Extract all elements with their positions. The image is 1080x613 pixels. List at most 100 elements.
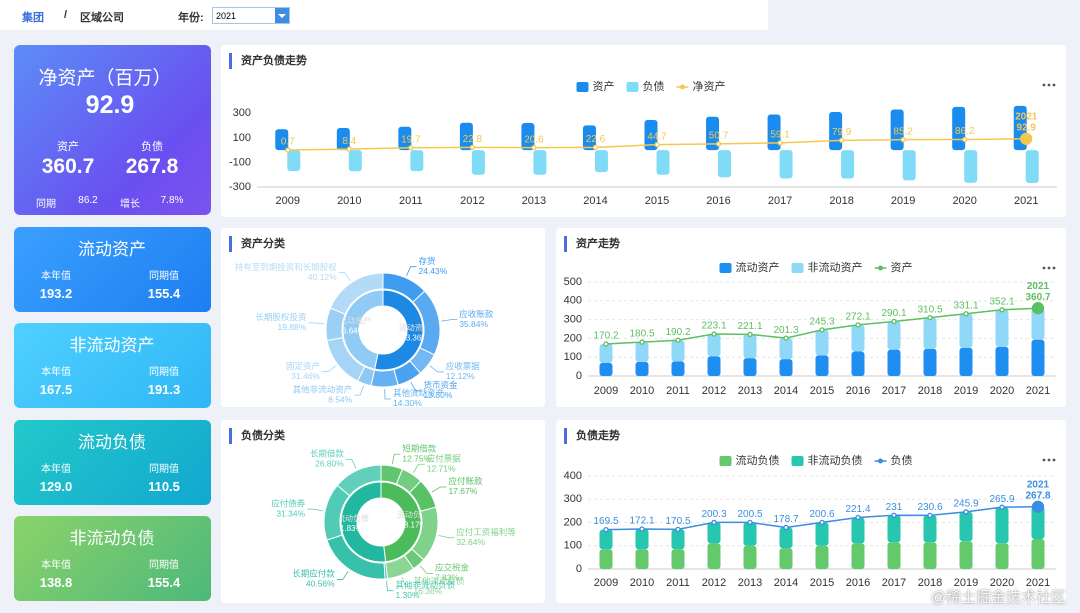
x-tick-label: 2013 (738, 385, 762, 397)
y-tick-label: 100 (564, 540, 582, 552)
legend-swatch (878, 458, 883, 464)
outer-value-label: 32.64% (456, 537, 485, 547)
summary-card: 净资产（百万） 92.9 资产 负债 360.7 267.8 同期 86.2 增… (14, 45, 211, 215)
x-tick-label: 2021 (1026, 577, 1050, 589)
inner-label: 流动负债 (397, 509, 429, 519)
data-label: 310.5 (917, 304, 942, 315)
x-tick-label: 2018 (918, 577, 942, 589)
bar (671, 529, 685, 550)
data-label: 221.4 (845, 504, 870, 515)
chart-title: 资产走势 (576, 236, 620, 250)
point (639, 339, 645, 345)
y-tick-label: 200 (564, 516, 582, 528)
menu-icon (1052, 266, 1056, 270)
bar (1031, 506, 1045, 540)
x-tick-label: 2017 (882, 385, 906, 397)
data-label: 265.9 (989, 494, 1014, 505)
bar (644, 120, 658, 151)
outer-label: 其他流动负债 (413, 576, 465, 586)
data-label: 0.7 (281, 137, 295, 148)
y-tick-label: 300 (233, 107, 251, 119)
x-tick-label: 2020 (990, 385, 1014, 397)
data-label: 44.7 (647, 131, 667, 142)
bar (743, 522, 757, 546)
x-tick-label: 2011 (666, 385, 690, 397)
bar (1031, 539, 1045, 569)
bar (779, 548, 793, 569)
y-tick-label: 0 (576, 370, 582, 382)
leader-line (338, 272, 351, 282)
panel: 资产负债走势 -300 -100 100 300 2009 2010 2011 2012 2013… (221, 45, 1066, 217)
outer-label: 短期借款 (402, 444, 437, 454)
bar (959, 541, 973, 569)
bar (887, 349, 901, 376)
card-prior: 110.5 (148, 479, 180, 494)
point (531, 144, 537, 151)
point (603, 526, 609, 533)
card-current: 193.2 (39, 286, 73, 301)
y-tick-label: 300 (564, 493, 582, 505)
y-tick-label: 200 (564, 332, 582, 344)
point (711, 519, 717, 526)
title-accent (229, 53, 232, 69)
bar (923, 348, 937, 376)
assets-value: 360.7 (41, 155, 95, 178)
point (639, 526, 645, 532)
panel: 资产走势 0 100 200 300 400 500 2009 2010 2011 2012 2013… (556, 228, 1066, 407)
x-tick-label: 2009 (276, 195, 300, 207)
point (855, 322, 861, 328)
data-label: 231 (886, 502, 903, 513)
point (675, 526, 681, 533)
bar (275, 129, 289, 151)
point (675, 337, 681, 343)
point (408, 145, 414, 151)
x-tick-label: 2009 (594, 577, 618, 589)
growth-label: 增长 (120, 199, 140, 210)
menu-icon (1047, 83, 1051, 87)
point (715, 141, 722, 147)
x-tick-label: 2018 (918, 385, 942, 397)
bar (599, 344, 613, 363)
year-select[interactable]: 2021 (212, 7, 290, 24)
y-tick-label: 100 (564, 351, 582, 363)
bar (707, 334, 721, 357)
x-tick-label: 2020 (990, 577, 1014, 589)
point (592, 144, 599, 151)
point (654, 142, 660, 148)
bar (671, 361, 685, 376)
inner-value-label: 51.83% (335, 524, 362, 533)
bar (815, 522, 829, 546)
legend-label: 净资产 (693, 79, 726, 93)
breadcrumb-group[interactable]: 集团 (22, 12, 44, 24)
inner-slice (380, 481, 422, 563)
point (469, 144, 476, 150)
bar (815, 329, 829, 356)
point (711, 331, 717, 337)
outer-value-label: 12.71% (427, 463, 456, 473)
bar (718, 150, 732, 178)
data-label: 200.3 (701, 509, 726, 520)
leader-line (406, 266, 417, 277)
x-tick-label: 2015 (810, 385, 834, 397)
x-tick-label: 2016 (846, 385, 870, 397)
outer-label: 长期借款 (310, 449, 345, 459)
bar (887, 515, 901, 543)
point (346, 146, 352, 152)
inner-slice (340, 481, 387, 563)
bar (851, 517, 865, 544)
point (747, 331, 753, 338)
data-label: 201.3 (773, 325, 798, 336)
inner-label: 流动资产 (399, 322, 431, 332)
outer-value-label: 31.34% (276, 508, 305, 518)
x-tick-label: 2014 (583, 195, 607, 207)
bar (923, 542, 937, 569)
leader-line (429, 365, 444, 373)
menu-icon (1042, 83, 1046, 87)
menu-icon (1047, 266, 1051, 270)
x-tick-label: 2019 (954, 577, 978, 589)
dropdown-arrow[interactable] (275, 8, 289, 23)
outer-label: 其他流动资产 (393, 388, 444, 398)
liabilities-label: 负债 (141, 141, 163, 153)
outer-value-label: 1.30% (395, 590, 420, 600)
point (999, 504, 1005, 510)
